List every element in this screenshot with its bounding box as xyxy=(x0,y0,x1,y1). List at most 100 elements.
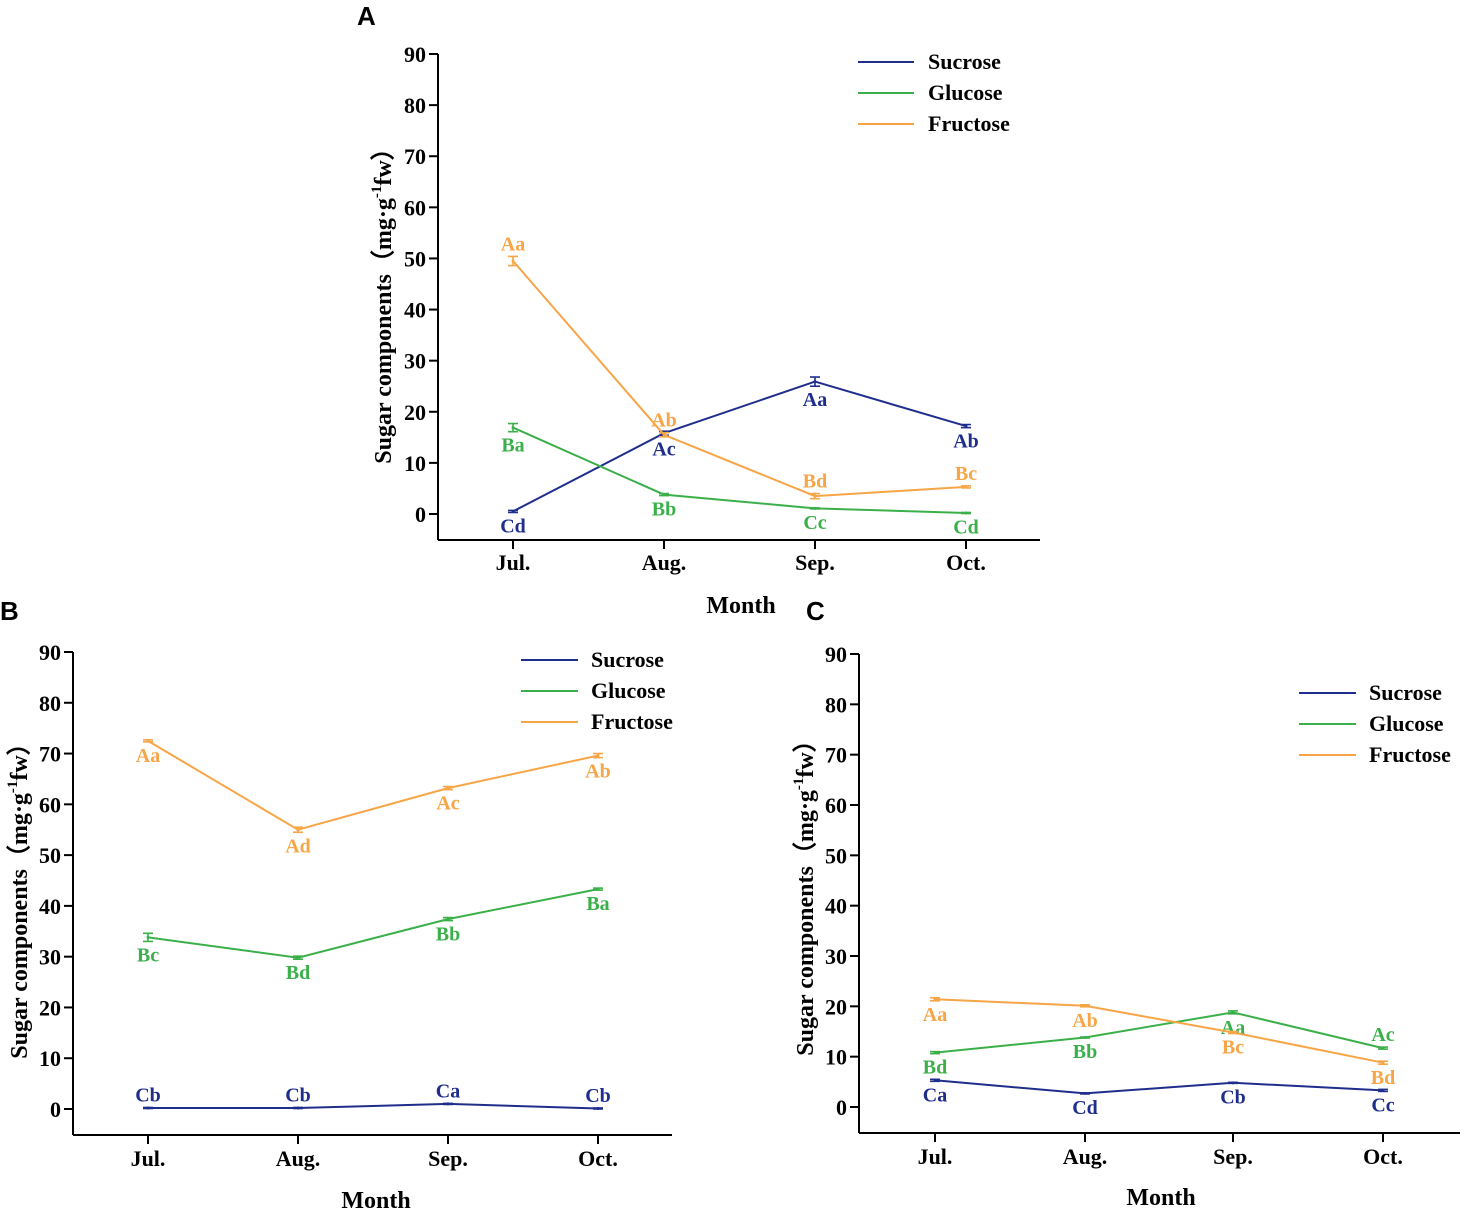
data-point xyxy=(596,887,600,891)
significance-label: Cb xyxy=(285,1084,311,1106)
data-point xyxy=(446,917,450,921)
legend-item-fructose: Fructose xyxy=(521,709,673,734)
panel-letter: C xyxy=(806,596,825,626)
significance-label: Ab xyxy=(651,410,677,432)
y-tick-label: 80 xyxy=(825,692,847,717)
y-tick-label: 0 xyxy=(836,1095,847,1120)
x-tick-label: Aug. xyxy=(276,1146,321,1171)
x-tick-label: Sep. xyxy=(428,1146,468,1171)
series-sucrose: Cd Ac Aa Ab xyxy=(500,376,979,537)
significance-label: Ca xyxy=(923,1084,947,1106)
data-point xyxy=(1381,1046,1385,1050)
y-axis-title-unit: fw） xyxy=(370,136,397,185)
significance-label: Ac xyxy=(652,438,675,460)
data-point xyxy=(813,494,817,498)
series-line-glucose xyxy=(147,888,599,959)
series-line-sucrose xyxy=(934,1079,1384,1095)
x-tick-label: Jul. xyxy=(131,1146,166,1171)
legend-label: Sucrose xyxy=(928,49,1001,74)
data-point xyxy=(146,1106,150,1110)
legend-item-sucrose: Sucrose xyxy=(858,49,1001,74)
x-tick-label: Aug. xyxy=(1063,1144,1108,1169)
x-tick-label: Sep. xyxy=(1213,1144,1253,1169)
x-tick-label: Aug. xyxy=(642,550,687,575)
legend-item-glucose: Glucose xyxy=(1299,711,1444,736)
y-tick-label: 0 xyxy=(415,502,426,527)
data-point xyxy=(1083,1091,1087,1095)
data-point xyxy=(1083,1004,1087,1008)
significance-label: Cd xyxy=(953,516,979,538)
legend: Sucrose Glucose Fructose xyxy=(521,647,673,734)
y-tick-label: 50 xyxy=(39,843,61,868)
data-point xyxy=(296,828,300,832)
y-axis-title-superscript: -1 xyxy=(369,186,385,199)
series-line-glucose xyxy=(512,426,967,514)
significance-label: Cc xyxy=(1371,1094,1394,1116)
y-tick-label: 0 xyxy=(50,1097,61,1122)
y-axis-title-main: Sugar components（mg·g xyxy=(792,790,819,1056)
significance-label: Ac xyxy=(1371,1024,1394,1046)
significance-label: Cb xyxy=(1220,1086,1246,1108)
significance-label: Bb xyxy=(436,924,460,946)
data-point xyxy=(446,786,450,790)
legend-label: Sucrose xyxy=(591,647,664,672)
legend-item-fructose: Fructose xyxy=(858,111,1010,136)
data-point xyxy=(146,739,150,743)
y-axis-title: Sugar components（mg·g-1fw） xyxy=(791,728,819,1055)
significance-label: Ab xyxy=(953,431,979,453)
x-tick-label: Oct. xyxy=(1363,1144,1403,1169)
data-point xyxy=(296,956,300,960)
series-line-fructose xyxy=(934,998,1384,1064)
data-point xyxy=(1231,1010,1235,1014)
significance-label: Bc xyxy=(1222,1037,1244,1059)
y-tick-label: 30 xyxy=(825,944,847,969)
data-point xyxy=(1381,1061,1385,1065)
y-tick-label: 90 xyxy=(39,640,61,665)
data-point xyxy=(511,259,515,263)
data-point xyxy=(296,1106,300,1110)
x-tick-label: Oct. xyxy=(578,1146,618,1171)
y-tick-label: 20 xyxy=(825,994,847,1019)
significance-label: Ab xyxy=(1072,1010,1098,1032)
data-point xyxy=(964,485,968,489)
y-tick-label: 20 xyxy=(39,995,61,1020)
x-tick-label: Sep. xyxy=(795,550,835,575)
y-tick-label: 30 xyxy=(39,945,61,970)
y-tick-label: 70 xyxy=(39,742,61,767)
y-axis-title-main: Sugar components（mg·g xyxy=(370,198,397,464)
x-axis-title: Month xyxy=(341,1188,410,1213)
y-tick-label: 20 xyxy=(404,400,426,425)
significance-label: Aa xyxy=(803,389,827,411)
significance-label: Cd xyxy=(500,515,526,537)
chart-panel-c: C 0 10 20 30 40 50 60 70 80 90 Jul. Aug. Sep. Oct. Mont… xyxy=(791,596,1460,1211)
legend-label: Fructose xyxy=(928,111,1010,136)
legend: Sucrose Glucose Fructose xyxy=(1299,680,1451,767)
data-point xyxy=(1083,1036,1087,1040)
significance-label: Ba xyxy=(501,435,524,457)
y-axis-title-unit: fw） xyxy=(6,731,33,780)
data-point xyxy=(933,1078,937,1082)
legend-label: Glucose xyxy=(1369,711,1444,736)
y-tick-label: 80 xyxy=(404,93,426,118)
y-tick-label: 40 xyxy=(404,298,426,323)
data-point xyxy=(596,754,600,758)
series-line-fructose xyxy=(512,260,967,498)
y-tick-label: 10 xyxy=(825,1045,847,1070)
significance-label: Cc xyxy=(803,512,826,534)
chart-panel-a: A 0 10 20 30 40 50 60 70 80 90 Jul. Aug. Sep. Oct. Mont… xyxy=(357,1,1040,619)
series-fructose: Aa Ad Ac Ab xyxy=(136,739,611,857)
y-tick-label: 60 xyxy=(404,195,426,220)
y-axis-title-unit: fw） xyxy=(792,728,819,777)
legend-item-glucose: Glucose xyxy=(521,678,666,703)
y-tick-label: 70 xyxy=(825,743,847,768)
significance-label: Bb xyxy=(1073,1041,1097,1063)
significance-label: Bb xyxy=(652,499,676,521)
series-fructose: Aa Ab Bd Bc xyxy=(501,233,977,500)
significance-label: Aa xyxy=(501,233,525,255)
significance-label: Ca xyxy=(436,1080,460,1102)
legend-label: Fructose xyxy=(1369,742,1451,767)
y-tick-label: 60 xyxy=(825,793,847,818)
significance-label: Bd xyxy=(923,1057,947,1079)
series-glucose: Ba Bb Cc Cd xyxy=(501,422,979,538)
y-tick-label: 80 xyxy=(39,691,61,716)
